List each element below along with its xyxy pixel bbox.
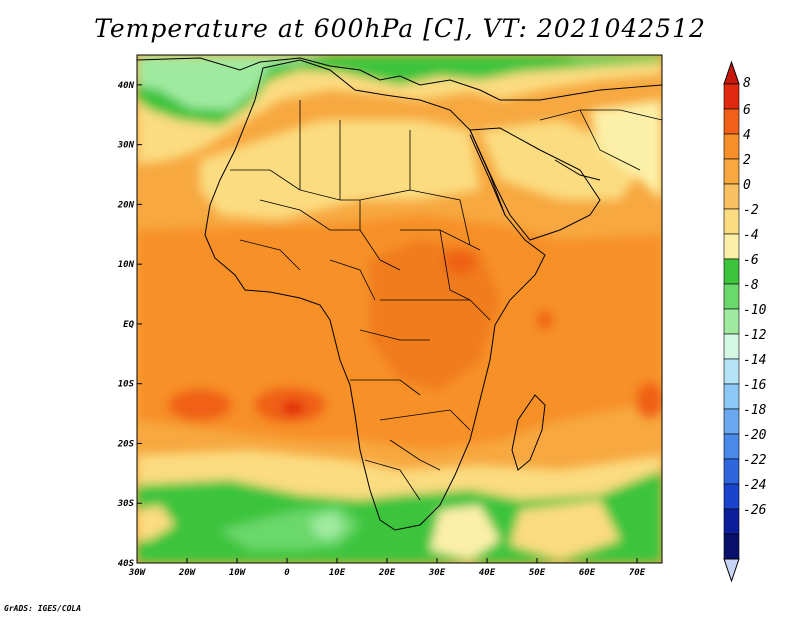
colorbar-label: 2: [743, 153, 751, 168]
colorbar-swatch: [723, 308, 740, 335]
colorbar-swatch: [723, 158, 740, 185]
x-tick-label: 30E: [428, 568, 446, 578]
colorbar-label: -6: [743, 253, 759, 268]
colorbar-swatch: [723, 508, 740, 535]
colorbar-swatch: [723, 433, 740, 460]
y-tick-label: 30S: [117, 499, 135, 509]
colorbar-swatch: [723, 108, 740, 135]
colorbar-label: 8: [743, 76, 751, 91]
colorbar-label: -22: [743, 453, 767, 468]
colorbar-swatch: [723, 183, 740, 210]
y-tick-label: 10S: [118, 380, 135, 390]
colorbar-label: -10: [743, 303, 767, 318]
colorbar-swatch: [723, 258, 740, 285]
temperature-field: [137, 55, 662, 563]
y-tick-label: 20S: [117, 439, 135, 449]
colorbar-top-arrow: [723, 60, 740, 85]
coastlines: [137, 57, 662, 531]
x-tick-label: 50E: [529, 568, 546, 578]
x-tick-label: 40E: [479, 568, 496, 578]
colorbar-swatch: [723, 408, 740, 435]
colorbar-label: -18: [743, 403, 767, 418]
colorbar-label: 4: [743, 128, 751, 143]
x-tick-label: 10W: [229, 568, 247, 578]
x-tick-label: 10E: [329, 568, 346, 578]
y-axis-ticks: 40S 30S 20S 10S EQ 10N 20N 30N 40N: [117, 81, 142, 569]
colorbar-label: -4: [743, 228, 759, 243]
y-tick-label: 10N: [118, 260, 135, 270]
colorbar-label: 6: [743, 103, 751, 118]
x-tick-label: 30W: [128, 568, 147, 578]
colorbar-bottom-arrow: [723, 558, 740, 583]
credit-label: GrADS: IGES/COLA: [4, 604, 82, 613]
y-tick-label: 40N: [118, 81, 135, 91]
x-tick-label: 60E: [579, 568, 596, 578]
colorbar-swatch: [723, 83, 740, 110]
colorbar-label: -12: [743, 328, 767, 343]
colorbar-label: -26: [743, 503, 767, 518]
y-tick-label: 20N: [117, 200, 135, 210]
y-tick-label: 30N: [117, 141, 135, 151]
colorbar-swatch: [723, 133, 740, 160]
colorbar-swatch: [723, 383, 740, 410]
colorbar-swatch: [723, 208, 740, 235]
map-frame: [136, 54, 663, 564]
x-tick-label: 70E: [629, 568, 646, 578]
colorbar-swatch: [723, 358, 740, 385]
colorbar-swatch: [723, 233, 740, 260]
colorbar-swatch: [723, 283, 740, 310]
country-borders: [230, 100, 662, 501]
x-tick-label: 20E: [378, 568, 396, 578]
x-tick-label: 0: [284, 568, 290, 578]
colorbar-swatch: [723, 533, 740, 560]
x-axis-ticks: 30W 20W 10W 0 10E 20E 30E 40E 50E 60E 70E: [128, 558, 646, 578]
colorbar-label: -8: [743, 278, 759, 293]
colorbar-label: 0: [743, 178, 751, 193]
colorbar-label: -24: [743, 478, 766, 493]
map-title: Temperature at 600hPa [C], VT: 202104251…: [94, 14, 706, 43]
colorbar-label: -14: [743, 353, 766, 368]
colorbar-label: -16: [743, 378, 767, 393]
y-tick-label: 40S: [118, 559, 135, 569]
colorbar-swatch: [723, 458, 740, 485]
y-tick-label: EQ: [123, 320, 134, 330]
colorbar-swatch: [723, 333, 740, 360]
colorbar: 8 6 4 2 0 -2 -4 -6 -8 -10 -12 -14 -16 -18 -20 -22 -24 -26: [723, 60, 767, 583]
colorbar-swatch: [723, 483, 740, 510]
colorbar-label: -2: [743, 203, 759, 218]
x-tick-label: 20W: [178, 568, 197, 578]
colorbar-label: -20: [743, 428, 767, 443]
